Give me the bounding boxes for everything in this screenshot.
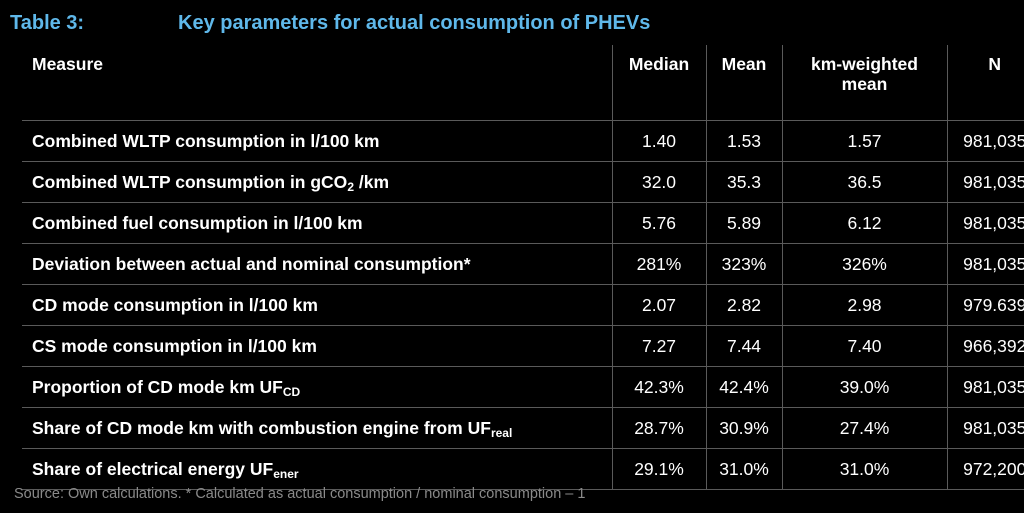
header-mean: Mean — [705, 45, 782, 121]
cell-mean: 30.9% — [705, 407, 782, 449]
measure-text: Share of electrical energy UF — [32, 458, 274, 479]
cell-measure: Combined WLTP consumption in gCO2 /km — [22, 161, 612, 203]
table-row: Deviation between actual and nominal con… — [22, 243, 1024, 285]
cell-n: 981,035 — [946, 120, 1024, 162]
cell-km-weighted-mean: 39.0% — [781, 366, 947, 408]
cell-n: 972,200 — [946, 448, 1024, 490]
cell-measure: Combined WLTP consumption in l/100 km — [22, 120, 612, 162]
measure-subscript: 2 — [347, 179, 354, 194]
table-row: Combined fuel consumption in l/100 km 5.7… — [22, 202, 1024, 244]
table-title: Table 3: Key parameters for actual consu… — [10, 8, 650, 38]
cell-n: 979.639 — [946, 284, 1024, 326]
header-n: N — [946, 45, 1024, 121]
header-km-weighted-line1: km-weighted — [811, 54, 918, 74]
cell-median: 5.76 — [611, 202, 706, 244]
cell-mean: 35.3 — [705, 161, 782, 203]
cell-n: 981,035 — [946, 366, 1024, 408]
header-measure: Measure — [22, 45, 612, 121]
cell-n: 981,035 — [946, 161, 1024, 203]
measure-text: Combined fuel consumption in l/100 km — [32, 212, 363, 233]
cell-measure: Proportion of CD mode km UFCD — [22, 366, 612, 408]
cell-median: 2.07 — [611, 284, 706, 326]
cell-median: 42.3% — [611, 366, 706, 408]
measure-text: Proportion of CD mode km UF — [32, 376, 283, 397]
cell-n: 981,035 — [946, 202, 1024, 244]
cell-mean: 31.0% — [705, 448, 782, 490]
measure-text: Combined WLTP consumption in l/100 km — [32, 130, 380, 151]
table-number-label: Table 3: — [10, 11, 85, 34]
table-row: Combined WLTP consumption in gCO2 /km 32.… — [22, 161, 1024, 203]
table-row: Share of electrical energy UFener 29.1% 31… — [22, 448, 1024, 490]
cell-km-weighted-mean: 2.98 — [781, 284, 947, 326]
cell-median: 1.40 — [611, 120, 706, 162]
measure-subscript: real — [490, 425, 513, 440]
cell-km-weighted-mean: 36.5 — [781, 161, 947, 203]
cell-measure: CS mode consumption in l/100 km — [22, 325, 612, 367]
cell-n: 966,392 — [946, 325, 1024, 367]
table-row: CD mode consumption in l/100 km 2.07 2.82 2… — [22, 284, 1024, 326]
table-row: Proportion of CD mode km UFCD 42.3% 42.4% 3… — [22, 366, 1024, 408]
cell-median: 7.27 — [611, 325, 706, 367]
measure-text: Combined WLTP consumption in gCO — [32, 171, 348, 192]
cell-mean: 323% — [705, 243, 782, 285]
cell-mean: 5.89 — [705, 202, 782, 244]
measure-subscript: ener — [273, 466, 299, 481]
cell-km-weighted-mean: 27.4% — [781, 407, 947, 449]
cell-mean: 2.82 — [705, 284, 782, 326]
table-row: CS mode consumption in l/100 km 7.27 7.44 7… — [22, 325, 1024, 367]
table-row: Combined WLTP consumption in l/100 km 1.4… — [22, 120, 1024, 162]
table-row: Share of CD mode km with combustion engi… — [22, 407, 1024, 449]
measure-text: Deviation between actual and nominal con… — [32, 253, 471, 274]
cell-mean: 42.4% — [705, 366, 782, 408]
cell-mean: 1.53 — [705, 120, 782, 162]
cell-measure: Combined fuel consumption in l/100 km — [22, 202, 612, 244]
cell-measure: Share of CD mode km with combustion engi… — [22, 407, 612, 449]
cell-median: 32.0 — [611, 161, 706, 203]
header-km-weighted-mean: km-weighted mean — [781, 45, 947, 121]
cell-km-weighted-mean: 1.57 — [781, 120, 947, 162]
consumption-parameters-table: Measure Median Mean km-weighted mean N C… — [22, 45, 1024, 490]
table-title-text: Key parameters for actual consumption of… — [178, 11, 651, 34]
cell-km-weighted-mean: 326% — [781, 243, 947, 285]
cell-mean: 7.44 — [705, 325, 782, 367]
measure-text: CD mode consumption in l/100 km — [32, 294, 318, 315]
cell-measure: CD mode consumption in l/100 km — [22, 284, 612, 326]
table-header-row: Measure Median Mean km-weighted mean N — [22, 45, 1024, 121]
cell-measure: Share of electrical energy UFener — [22, 448, 612, 490]
cell-median: 281% — [611, 243, 706, 285]
measure-suffix: /km — [354, 171, 390, 192]
cell-km-weighted-mean: 7.40 — [781, 325, 947, 367]
cell-km-weighted-mean: 31.0% — [781, 448, 947, 490]
measure-text: CS mode consumption in l/100 km — [32, 335, 317, 356]
cell-n: 981,035 — [946, 243, 1024, 285]
cell-n: 981,035 — [946, 407, 1024, 449]
cell-median: 28.7% — [611, 407, 706, 449]
header-km-weighted-line2: mean — [841, 74, 888, 94]
cell-median: 29.1% — [611, 448, 706, 490]
cell-measure: Deviation between actual and nominal con… — [22, 243, 612, 285]
measure-text: Share of CD mode km with combustion engi… — [32, 417, 491, 438]
measure-subscript: CD — [282, 384, 301, 399]
source-footnote: Source: Own calculations. * Calculated a… — [14, 486, 586, 502]
cell-km-weighted-mean: 6.12 — [781, 202, 947, 244]
header-median: Median — [611, 45, 706, 121]
